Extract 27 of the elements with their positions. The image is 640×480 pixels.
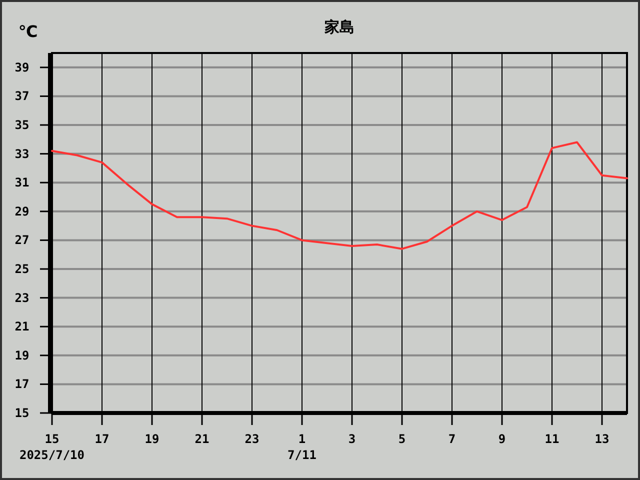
y-tick-label: 25: [14, 262, 30, 276]
y-tick-label: 23: [14, 290, 30, 305]
x-tick-label: 9: [498, 432, 506, 446]
x-tick-label: 19: [144, 432, 160, 446]
y-tick-label: 35: [14, 118, 30, 132]
y-tick-label: 33: [14, 146, 30, 161]
y-tick-label: 17: [14, 377, 30, 392]
x-tick-label: 1 7/11: [288, 432, 316, 462]
x-tick-label: 5: [398, 432, 406, 446]
x-tick-label: 7: [448, 432, 456, 446]
x-tick-label: 11: [544, 432, 560, 446]
y-tick-label: 19: [14, 348, 30, 362]
chart-title: 家島: [324, 18, 354, 36]
y-tick-label: 37: [14, 89, 30, 104]
y-axis-title: ℃: [18, 22, 38, 41]
x-tick-label: 23: [244, 432, 260, 446]
y-tick-label: 15: [14, 406, 30, 420]
x-tick-label: 13: [594, 432, 610, 446]
x-tick-label: 3: [348, 432, 356, 446]
y-tick-label: 31: [14, 176, 30, 190]
x-tick-label: 15 2025/7/10: [19, 432, 85, 462]
x-tick-label: 17: [94, 432, 110, 446]
y-tick-label: 39: [14, 60, 30, 74]
y-tick-label: 27: [14, 233, 30, 248]
x-tick-label: 21: [194, 432, 210, 446]
y-tick-label: 21: [14, 320, 30, 334]
y-tick-label: 29: [14, 204, 30, 218]
